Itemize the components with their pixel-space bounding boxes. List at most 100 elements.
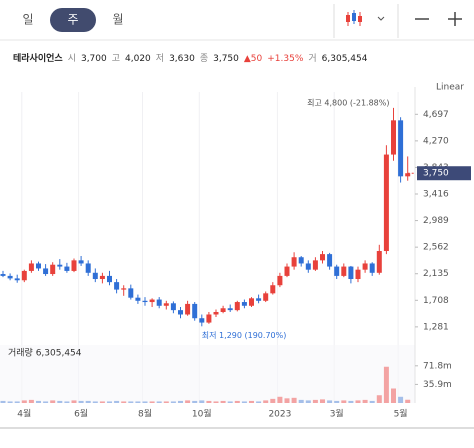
volume-bar [206,400,212,403]
tab[interactable]: 월 [112,13,123,27]
candle-body [28,263,34,271]
field-label: 저 [156,53,164,64]
candle-body [99,275,105,280]
volume-bar [114,400,120,403]
candle-body [362,263,368,270]
candle-body [341,266,347,276]
volume-bar [270,398,276,403]
volume-bar [376,395,382,403]
y-tick-label: 1,281 [423,322,449,332]
candle-body [36,263,41,269]
x-tick-label: 10월 [192,408,212,420]
candle-body [298,257,304,264]
volume-bar [92,401,98,403]
candle-body [263,293,269,301]
month-band [78,92,80,403]
volume-bar [355,400,361,403]
month-band [21,92,23,403]
field-label: 시 [68,53,76,64]
volume-bar [78,400,84,403]
candle-body [57,264,63,267]
volume-bar [241,401,247,403]
tab[interactable]: 주 [67,13,78,27]
candle-body [327,254,333,267]
candle-body [234,302,240,311]
candle-body [64,266,70,271]
candle-body [21,270,27,281]
last-price-label: 3,750 [423,169,449,179]
y-tick-label: 1,708 [423,296,449,306]
volume-bar [142,401,148,403]
volume-bar [362,399,368,403]
dropdown-caret[interactable] [377,16,385,21]
volume-bar [298,399,304,403]
y-tick-label: 2,135 [423,269,449,279]
volume-bar [305,400,311,403]
volume-bar [36,400,41,403]
tab[interactable]: 일 [22,13,33,27]
scale-label[interactable]: Linear [436,83,464,93]
volume-bar [71,400,77,403]
candle-body [178,310,183,315]
volume-bar [50,400,56,403]
candle-body [355,269,361,280]
candle-body [391,120,396,155]
candle-body [227,308,233,311]
candle-body [114,282,120,290]
candle-body [7,275,13,279]
volume-bar [99,401,105,403]
volume-bar [249,400,254,403]
volume-bar [14,401,20,403]
volume-bar [234,400,240,403]
field-label: 고 [112,54,120,64]
month-band [397,92,399,403]
candle-body [376,251,382,273]
volume-bar [149,401,155,403]
candle-body [0,274,6,276]
volume-bar [0,400,6,403]
zoom-in[interactable] [448,12,462,26]
volume-bar [320,399,325,403]
field-label: 거 [308,53,316,64]
candle-body [170,303,176,311]
candle-body [320,254,325,261]
volume-bar [284,398,290,403]
candle-body [369,263,375,273]
candle-body [249,298,254,306]
y-tick-label: 3,416 [423,190,449,200]
chart-type-button[interactable] [346,10,362,26]
volume-bar [312,399,318,403]
change: ▲50 [244,54,263,64]
high-annotation: 최고 4,800 (-21.88%) [307,97,389,107]
candle-body [256,298,262,301]
candle-body [43,268,49,275]
candle-body [156,299,162,306]
y-tick-label: 4,697 [423,110,449,120]
selected-tab-bg [50,8,96,32]
candle-body [241,302,247,306]
candle-body [71,260,77,271]
volume-bar [135,401,141,403]
field-value: 6,305,454 [322,54,368,64]
volume-bar [170,401,176,403]
volume-bar [334,400,340,403]
change-pct: +1.35% [267,54,304,64]
volume-title: 거래량 6,305,454 [8,347,82,359]
candle-body [135,297,141,301]
volume-bar [227,401,233,403]
field-value: 3,630 [169,54,195,64]
volume-bar [398,396,404,403]
candle-body [14,278,20,281]
x-tick-label: 8월 [138,408,152,420]
candle-body [85,263,91,273]
candle-body [78,260,84,264]
volume-bar [64,401,70,403]
volume-bar [7,401,13,403]
month-band [198,92,200,403]
stock-name: 테라사이언스 [13,52,63,64]
volume-bar [128,401,134,403]
x-tick-label: 2023 [268,410,291,420]
volume-bar [383,366,389,403]
volume-bar [348,400,354,403]
month-band [276,92,278,403]
